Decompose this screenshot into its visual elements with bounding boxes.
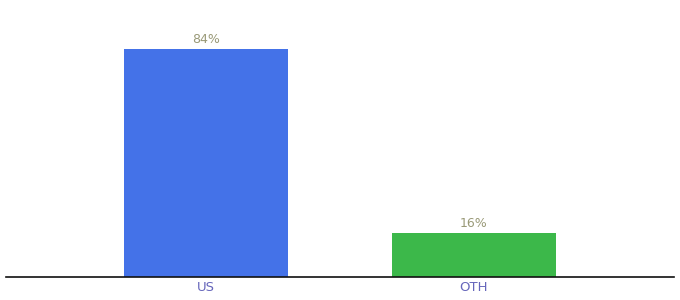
Text: 84%: 84% xyxy=(192,33,220,46)
Bar xyxy=(392,233,556,277)
Text: 16%: 16% xyxy=(460,217,488,230)
Bar xyxy=(124,49,288,277)
